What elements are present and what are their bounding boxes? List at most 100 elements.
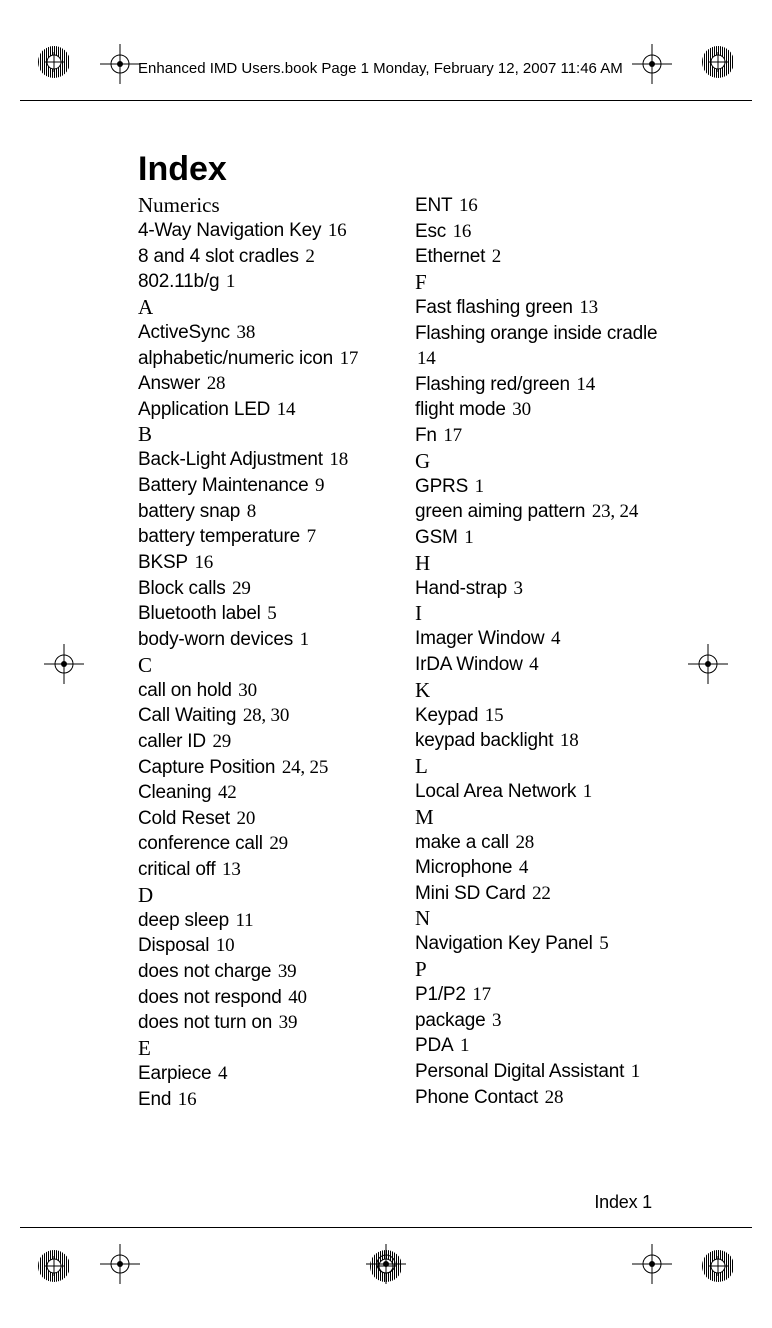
index-entry: GSM 1 <box>415 525 672 551</box>
index-term: call on hold <box>138 680 232 701</box>
index-pages: 17 <box>439 425 462 446</box>
index-pages: 4 <box>213 1063 227 1084</box>
index-term: Fast flashing green <box>415 297 573 318</box>
index-entry: alphabetic/numeric icon 17 <box>138 346 395 372</box>
index-term: Mini SD Card <box>415 883 526 904</box>
index-entry: Capture Position 24, 25 <box>138 755 395 781</box>
index-term: does not charge <box>138 961 271 982</box>
index-entry: GPRS 1 <box>415 474 672 500</box>
index-pages: 4 <box>546 628 560 649</box>
index-term: Personal Digital Assistant <box>415 1061 624 1082</box>
index-entry: Local Area Network 1 <box>415 779 672 805</box>
registration-mark-icon <box>700 1248 736 1284</box>
registration-mark-icon <box>700 44 736 80</box>
index-term: Fn <box>415 425 437 446</box>
index-pages: 42 <box>213 782 236 803</box>
index-letter: Numerics <box>138 193 395 218</box>
crop-mark-icon <box>366 1244 406 1284</box>
index-term: deep sleep <box>138 910 229 931</box>
index-pages: 7 <box>302 526 316 547</box>
index-term: green aiming pattern <box>415 501 585 522</box>
index-entry: Back-Light Adjustment 18 <box>138 447 395 473</box>
index-term: IrDA Window <box>415 654 523 675</box>
index-pages: 2 <box>301 246 315 267</box>
index-term: critical off <box>138 859 216 880</box>
index-entry: Fn 17 <box>415 423 672 449</box>
index-term: P1/P2 <box>415 984 466 1005</box>
crop-mark-icon <box>100 1244 140 1284</box>
index-term: flight mode <box>415 399 506 420</box>
index-pages: 28, 30 <box>238 705 289 726</box>
index-pages: 11 <box>231 910 253 931</box>
crop-mark-top <box>20 100 752 101</box>
index-term: BKSP <box>138 552 188 573</box>
index-entry: Personal Digital Assistant 1 <box>415 1059 672 1085</box>
index-term: 802.11b/g <box>138 271 219 292</box>
index-entry: flight mode 30 <box>415 397 672 423</box>
index-term: 4-Way Navigation Key <box>138 220 321 241</box>
index-pages: 17 <box>468 984 491 1005</box>
index-letter: B <box>138 422 395 447</box>
index-pages: 22 <box>528 883 551 904</box>
index-term: battery temperature <box>138 526 300 547</box>
index-entry: deep sleep 11 <box>138 908 395 934</box>
index-pages: 1 <box>460 527 474 548</box>
index-term: ENT <box>415 195 452 216</box>
index-pages: 13 <box>575 297 598 318</box>
index-pages: 28 <box>202 373 225 394</box>
index-pages: 24, 25 <box>277 757 328 778</box>
index-pages: 10 <box>211 935 234 956</box>
index-entry: Block calls 29 <box>138 576 395 602</box>
index-entry: Application LED 14 <box>138 397 395 423</box>
page-content: Index Numerics4-Way Navigation Key 168 a… <box>138 150 672 1188</box>
index-term: Flashing orange inside cradle <box>415 323 657 344</box>
index-entry: Mini SD Card 22 <box>415 881 672 907</box>
index-entry: critical off 13 <box>138 857 395 883</box>
index-term: conference call <box>138 833 263 854</box>
index-entry: Fast flashing green 13 <box>415 295 672 321</box>
index-term: package <box>415 1010 485 1031</box>
index-entry: Microphone 4 <box>415 855 672 881</box>
crop-mark-icon <box>632 1244 672 1284</box>
index-pages: 16 <box>190 552 213 573</box>
index-pages: 18 <box>555 730 578 751</box>
index-pages: 29 <box>228 578 251 599</box>
index-entry: ENT 16 <box>415 193 672 219</box>
index-entry: PDA 1 <box>415 1033 672 1059</box>
index-entry: make a call 28 <box>415 830 672 856</box>
index-term: Battery Maintenance <box>138 475 308 496</box>
index-pages: 40 <box>284 987 307 1008</box>
page-footer: Index 1 <box>594 1192 652 1213</box>
index-pages: 28 <box>511 832 534 853</box>
index-term: Esc <box>415 221 446 242</box>
index-term: Back-Light Adjustment <box>138 449 323 470</box>
index-pages: 30 <box>508 399 531 420</box>
index-entry: P1/P2 17 <box>415 982 672 1008</box>
index-entry: 14 <box>415 346 672 372</box>
index-entry: Disposal 10 <box>138 933 395 959</box>
index-pages: 3 <box>509 578 523 599</box>
index-term: Block calls <box>138 578 226 599</box>
index-term: alphabetic/numeric icon <box>138 348 333 369</box>
index-entry: Bluetooth label 5 <box>138 601 395 627</box>
index-letter: I <box>415 601 672 626</box>
index-term: Application LED <box>138 399 270 420</box>
index-pages: 1 <box>455 1035 469 1056</box>
index-pages: 16 <box>173 1089 196 1110</box>
index-letter: C <box>138 653 395 678</box>
index-pages: 38 <box>232 322 255 343</box>
index-letter: A <box>138 295 395 320</box>
index-term: battery snap <box>138 501 240 522</box>
index-entry: BKSP 16 <box>138 550 395 576</box>
index-term: Bluetooth label <box>138 603 261 624</box>
index-term: Disposal <box>138 935 209 956</box>
index-pages: 4 <box>514 857 528 878</box>
index-pages: 14 <box>272 399 295 420</box>
index-entry: Navigation Key Panel 5 <box>415 931 672 957</box>
index-entry: battery snap 8 <box>138 499 395 525</box>
index-entry: Call Waiting 28, 30 <box>138 703 395 729</box>
index-term: body-worn devices <box>138 629 293 650</box>
index-term: Keypad <box>415 705 478 726</box>
index-pages: 14 <box>417 348 436 369</box>
index-term: Imager Window <box>415 628 544 649</box>
